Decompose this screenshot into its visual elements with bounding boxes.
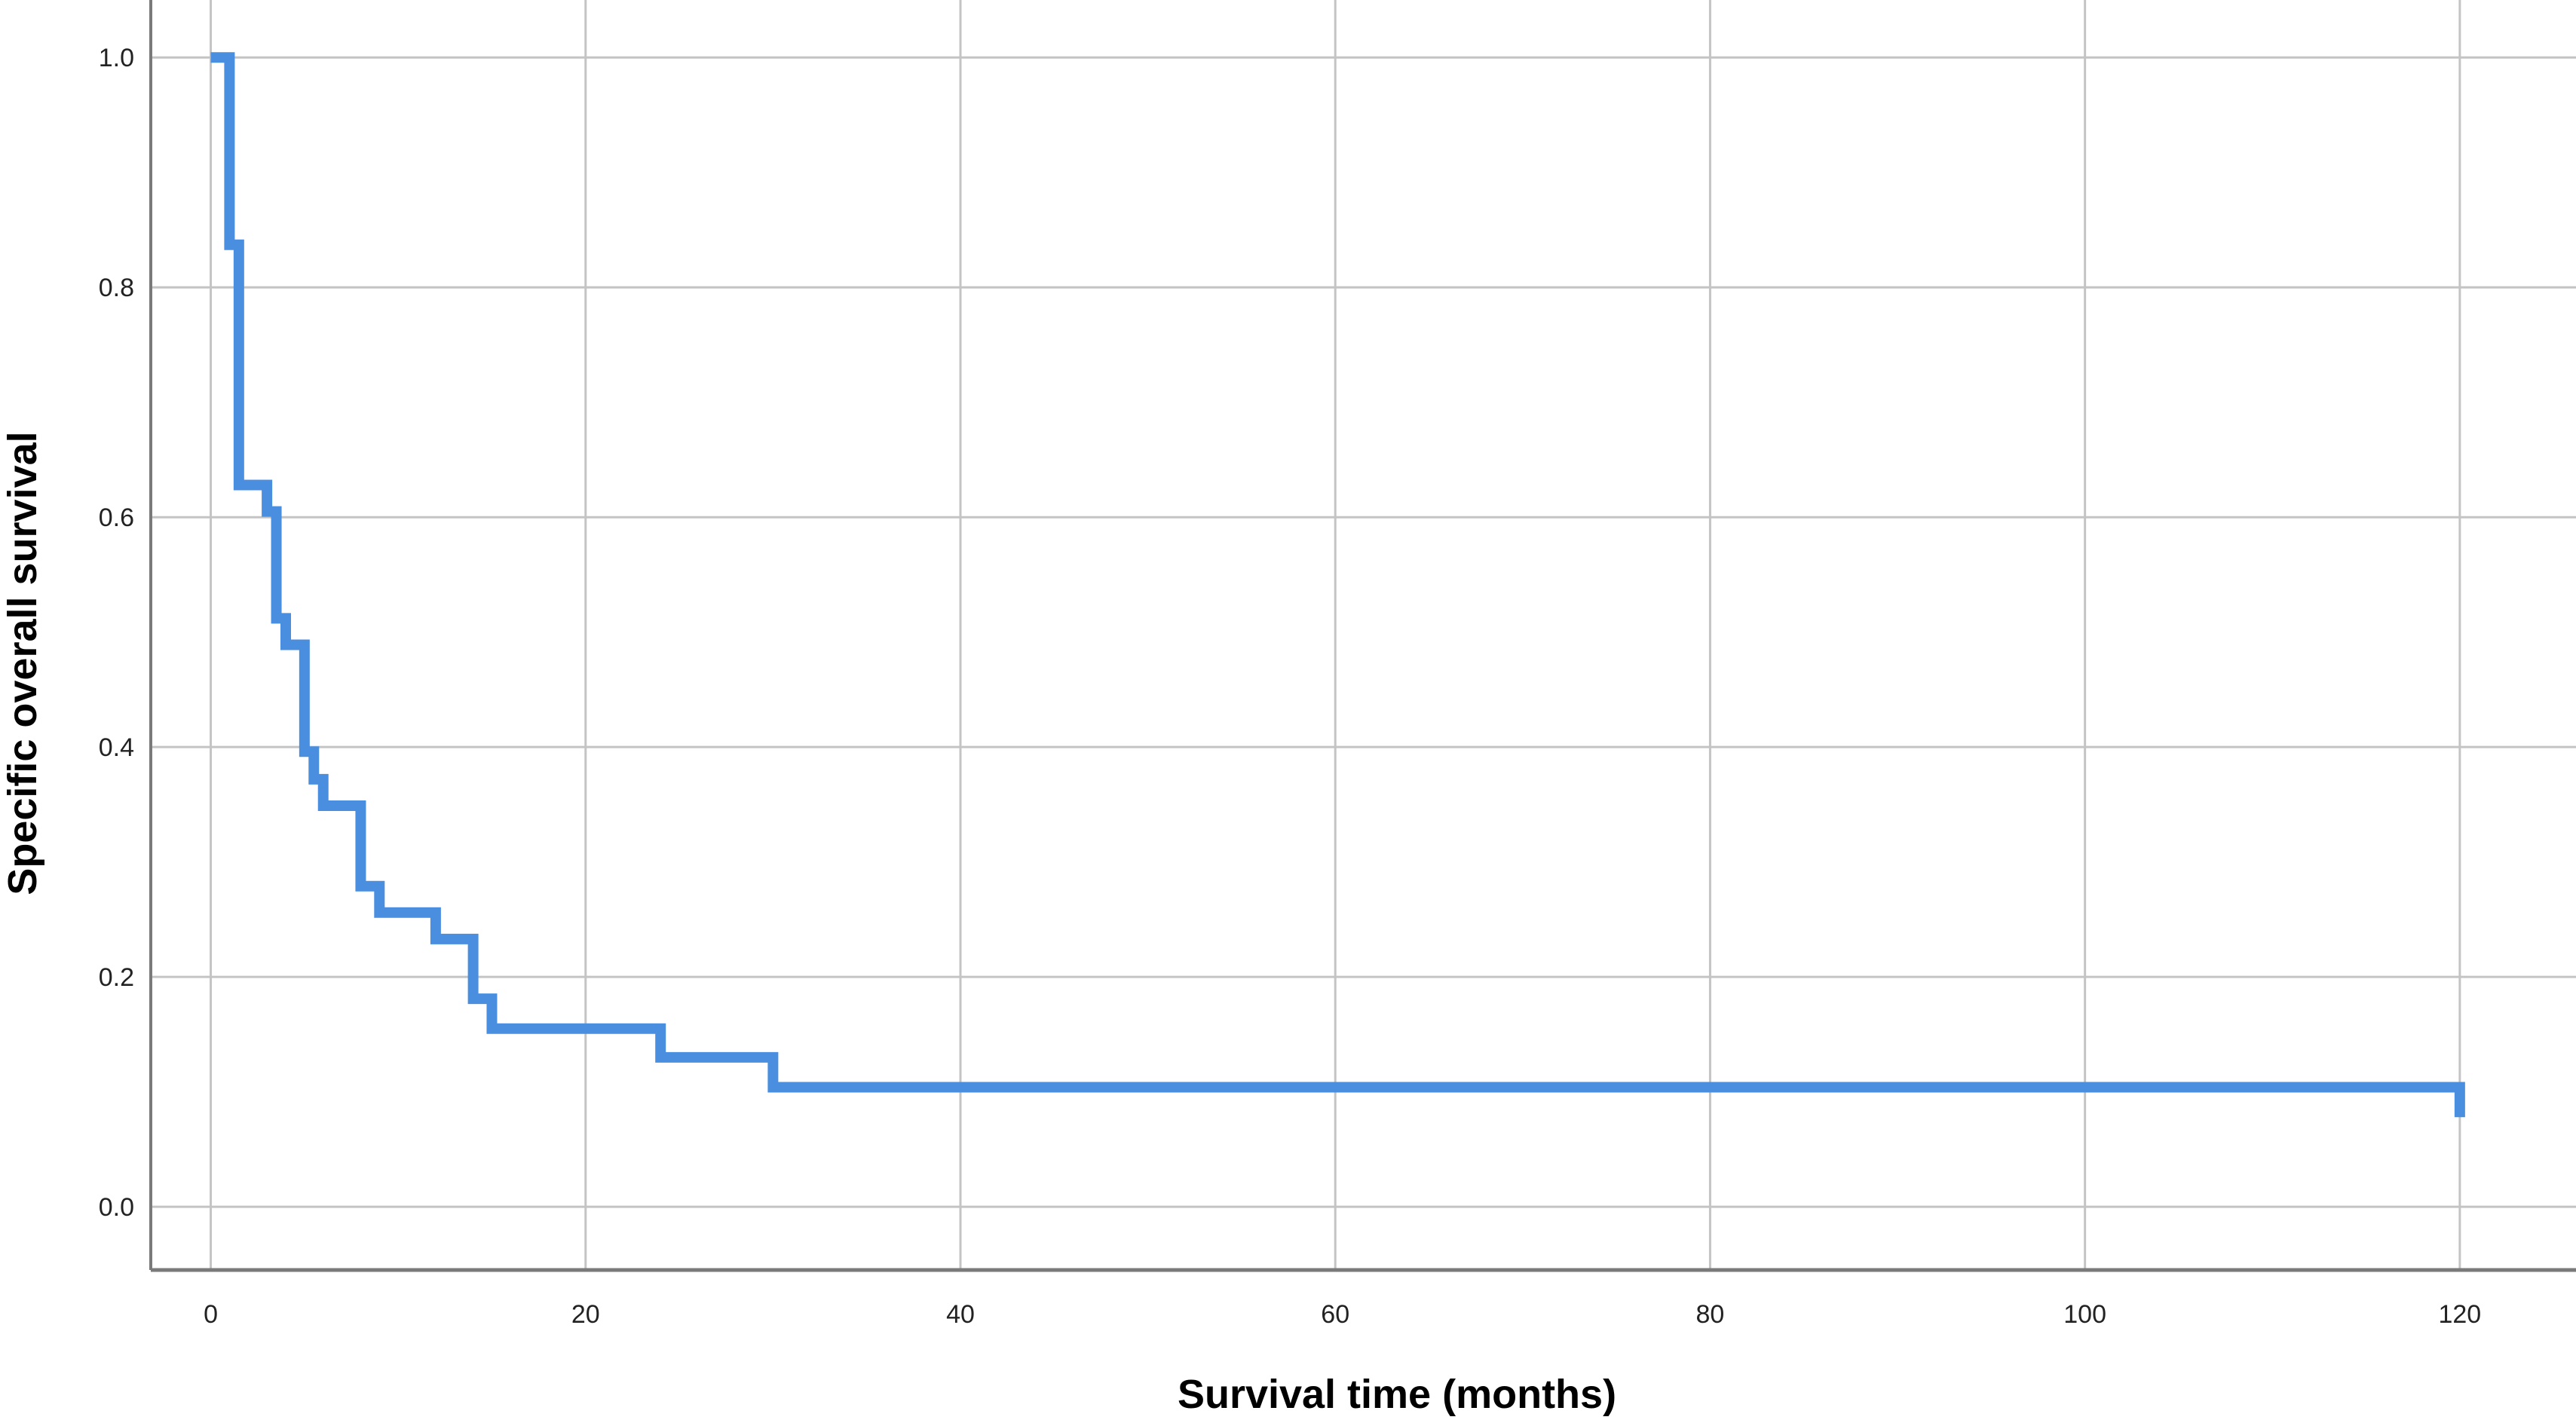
y-tick-label: 0.4 [99, 733, 134, 762]
tick-labels: 0 20 40 60 80 100 120 0.0 0.2 0.4 0.6 0.8 1.0 [99, 44, 2481, 1329]
y-tick-label: 1.0 [99, 44, 134, 72]
y-tick-label: 0.8 [99, 274, 134, 302]
x-tick-label: 80 [1696, 1300, 1725, 1329]
x-tick-label: 60 [1321, 1300, 1349, 1329]
y-tick-label: 0.0 [99, 1193, 134, 1222]
grid-lines [151, 0, 2576, 1270]
plot-area [151, 0, 2576, 1270]
y-tick-label: 0.2 [99, 963, 134, 992]
y-axis-title: Specific overall survival [0, 431, 45, 895]
x-tick-label: 0 [204, 1300, 218, 1329]
x-tick-label: 40 [946, 1300, 975, 1329]
x-tick-label: 120 [2438, 1300, 2481, 1329]
y-tick-label: 0.6 [99, 503, 134, 532]
survival-curve [210, 52, 2465, 1118]
axes [149, 0, 2576, 1272]
x-tick-label: 100 [2063, 1300, 2106, 1329]
survival-curves [210, 52, 2465, 1118]
x-axis-title: Survival time (months) [1178, 1372, 1616, 1417]
x-tick-label: 20 [571, 1300, 600, 1329]
